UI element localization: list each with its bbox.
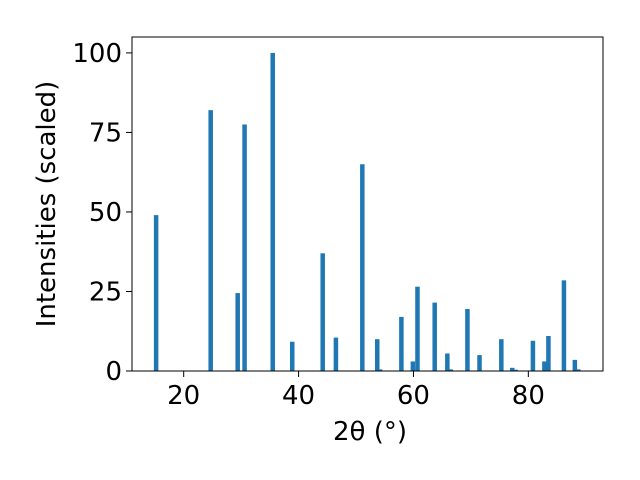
- x-tick-label: 60: [397, 381, 430, 411]
- bar-peak-21: [513, 369, 518, 371]
- x-tick-label: 40: [282, 381, 315, 411]
- bar-peak-25: [561, 280, 567, 371]
- bar-peak-19: [499, 339, 504, 371]
- bar-peak-6: [320, 253, 325, 371]
- bar-peak-4: [270, 52, 275, 372]
- bar-peak-12: [410, 361, 416, 371]
- bar-peak-10: [377, 369, 383, 371]
- bar-peak-18: [477, 355, 482, 371]
- bar-peak-8: [360, 164, 365, 371]
- y-tick-label: 25: [89, 277, 122, 307]
- bar-peak-27: [576, 369, 581, 371]
- bar-peak-1: [208, 110, 213, 371]
- bar-peak-0: [153, 215, 159, 371]
- bar-peak-2: [235, 293, 240, 371]
- bar-peak-14: [432, 302, 437, 371]
- bar-peak-5: [290, 341, 295, 371]
- bar-peak-22: [530, 340, 536, 371]
- y-tick-label: 75: [89, 118, 122, 148]
- bar-peak-3: [242, 124, 247, 371]
- y-tick-label: 0: [105, 357, 122, 387]
- bar-series: [153, 52, 581, 372]
- bar-peak-7: [333, 337, 339, 371]
- y-axis-label: Intensities (scaled): [32, 81, 62, 328]
- bar-peak-20: [510, 367, 515, 371]
- bar-peak-9: [375, 339, 380, 371]
- bar-peak-17: [465, 308, 470, 371]
- bar-peak-26: [572, 359, 578, 371]
- x-axis-ticks: 20 40 60 80: [167, 371, 545, 411]
- bar-peak-16: [448, 369, 454, 371]
- x-tick-label: 80: [512, 381, 545, 411]
- x-axis-label: 2θ (°): [333, 417, 407, 447]
- x-tick-label: 20: [167, 381, 200, 411]
- bar-peak-24: [546, 336, 551, 371]
- bar-peak-15: [445, 353, 450, 371]
- y-tick-label: 100: [72, 39, 122, 69]
- plot-frame: [131, 36, 604, 372]
- bar-peak-13: [415, 286, 420, 371]
- bar-peak-11: [399, 316, 404, 371]
- bar-peak-23: [542, 361, 547, 371]
- y-axis-ticks: 0 25 50 75 100: [72, 39, 132, 387]
- y-tick-label: 50: [89, 198, 122, 228]
